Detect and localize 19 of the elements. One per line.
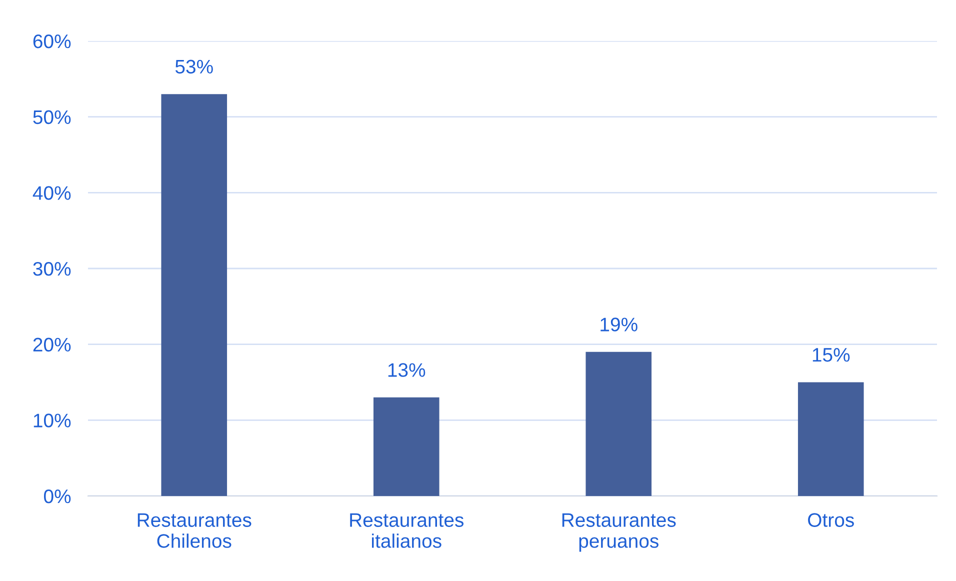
x-tick-label: Restaurantes Chilenos: [138, 513, 252, 548]
data-label: 19%: [600, 318, 638, 332]
bar: [798, 382, 864, 496]
y-tick-label: 10%: [34, 414, 71, 428]
y-tick-label: 60%: [33, 34, 71, 48]
y-tick-label: 40%: [32, 186, 71, 200]
y-tick-label: 50%: [33, 110, 71, 124]
y-tick-label: 30%: [33, 262, 71, 276]
data-label: 15%: [812, 348, 850, 362]
data-label: 13%: [388, 363, 426, 377]
y-tick-label: 0%: [44, 489, 71, 504]
bar: [161, 94, 228, 496]
x-tick-label: Restaurantes peruanos: [562, 513, 676, 552]
bar: [586, 352, 652, 496]
x-tick-label: Otros: [808, 513, 854, 527]
bar: [373, 397, 440, 496]
y-tick-label: 20%: [33, 338, 71, 352]
data-label: 53%: [175, 60, 213, 74]
x-tick-label: Restaurantes italianos: [350, 513, 464, 548]
